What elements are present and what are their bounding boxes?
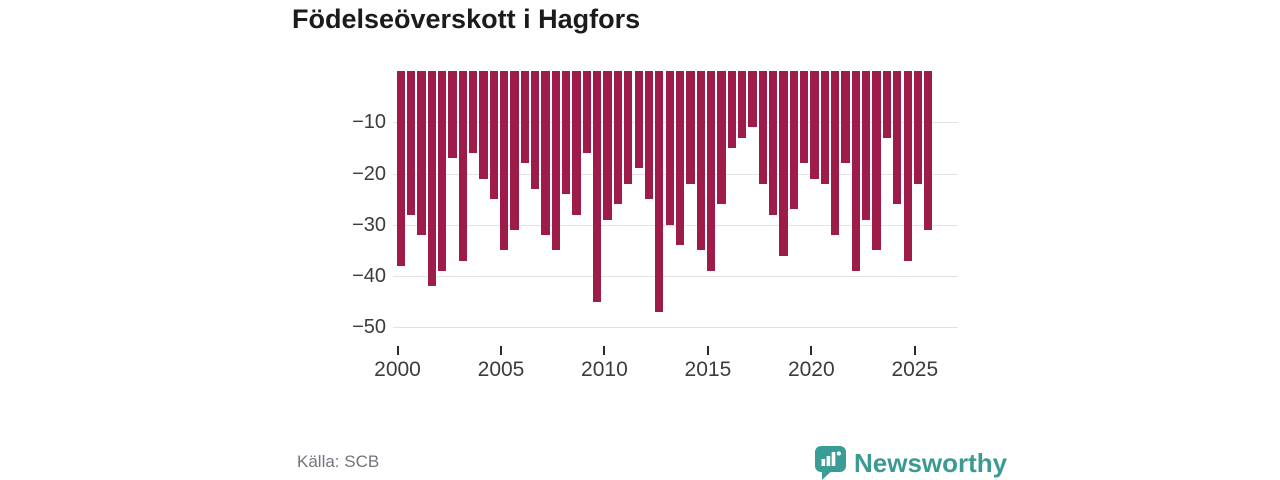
bar-2011-H1 — [624, 71, 633, 184]
bar-2006-H2 — [531, 71, 540, 189]
bar-2009-H1 — [582, 71, 592, 153]
bar-2012-H2 — [655, 71, 664, 312]
bar-2025-H1 — [913, 71, 923, 184]
bar-2015-H2 — [717, 71, 726, 205]
bar-2023-H2 — [882, 71, 892, 138]
bar-2009-H2 — [593, 71, 602, 302]
x-axis-tick-2025 — [913, 346, 916, 355]
x-axis-label-2015: 2015 — [684, 358, 732, 381]
y-axis-label--50: −50 — [352, 316, 386, 338]
x-axis-tick-2020 — [810, 346, 813, 355]
newsworthy-logo[interactable]: Newsworthy — [815, 445, 1007, 480]
bar-2013-H2 — [675, 71, 685, 246]
bar-2017-H2 — [758, 71, 767, 184]
bar-2021-H2 — [841, 71, 850, 164]
x-axis-tick-2010 — [603, 346, 606, 355]
bar-2002-H2 — [448, 71, 457, 159]
gridline--30 — [393, 225, 958, 226]
gridline--10 — [393, 122, 958, 123]
bar-2018-H1 — [769, 71, 778, 215]
bar-2020-H1 — [810, 71, 819, 179]
bar-2019-H1 — [789, 71, 798, 210]
bar-2016-H2 — [737, 71, 747, 138]
bar-2008-H2 — [572, 71, 581, 215]
bar-2018-H2 — [779, 71, 788, 256]
bar-2007-H1 — [541, 71, 550, 235]
x-axis-label-2000: 2000 — [374, 358, 421, 381]
bar-2024-H2 — [903, 71, 912, 261]
bar-2011-H2 — [634, 71, 643, 169]
x-axis-label-2005: 2005 — [477, 358, 525, 381]
bar-2005-H2 — [510, 71, 519, 230]
bar-2005-H1 — [500, 71, 509, 251]
newsworthy-bubble-icon — [815, 446, 847, 480]
x-axis-label-2020: 2020 — [787, 358, 835, 381]
bar-2022-H2 — [862, 71, 871, 220]
x-axis-tick-2015 — [706, 346, 709, 355]
y-axis-label--30: −30 — [352, 214, 386, 236]
bar-2022-H1 — [851, 71, 861, 271]
bar-2008-H1 — [562, 71, 571, 194]
bar-2014-H1 — [686, 71, 695, 184]
bar-2007-H2 — [551, 71, 561, 251]
bar-2019-H2 — [800, 71, 809, 164]
bar-2002-H1 — [437, 71, 447, 271]
bar-2004-H2 — [489, 71, 498, 200]
bar-2024-H1 — [893, 71, 902, 205]
bar-2017-H1 — [748, 71, 757, 128]
x-axis-label-2010: 2010 — [581, 358, 628, 381]
bar-2021-H1 — [831, 71, 840, 235]
y-axis-label--10: −10 — [352, 111, 386, 133]
bar-2006-H1 — [520, 71, 530, 164]
bar-2015-H1 — [706, 71, 716, 271]
gridline--40 — [393, 276, 958, 277]
bar-2003-H1 — [458, 71, 467, 261]
bar-2001-H1 — [417, 71, 426, 235]
bar-2023-H1 — [872, 71, 881, 251]
chart-title: Födelseöverskott i Hagfors — [292, 4, 641, 34]
bar-2013-H1 — [665, 71, 674, 225]
bar-2010-H1 — [603, 71, 612, 220]
bar-2000-H2 — [406, 71, 416, 215]
x-axis-tick-2005 — [500, 346, 502, 355]
gridline--20 — [393, 174, 958, 175]
gridline--50 — [393, 327, 958, 328]
bar-2004-H1 — [479, 71, 488, 179]
newsworthy-wordmark: Newsworthy — [854, 447, 1008, 478]
x-axis-label-2025: 2025 — [891, 358, 939, 381]
source-caption: Källa: SCB — [297, 452, 380, 471]
bar-2025-H2 — [924, 71, 933, 230]
bar-2014-H2 — [696, 71, 705, 251]
bar-2020-H2 — [820, 71, 830, 184]
y-axis-label--40: −40 — [352, 265, 386, 287]
y-axis-label--20: −20 — [352, 163, 386, 185]
bar-2016-H1 — [727, 71, 736, 148]
bar-2012-H1 — [644, 71, 654, 200]
bar-2003-H2 — [468, 71, 478, 153]
bar-2001-H2 — [427, 71, 436, 287]
bar-2010-H2 — [613, 71, 623, 205]
bar-2000-H1 — [396, 71, 405, 266]
x-axis-tick-2000 — [396, 346, 399, 355]
